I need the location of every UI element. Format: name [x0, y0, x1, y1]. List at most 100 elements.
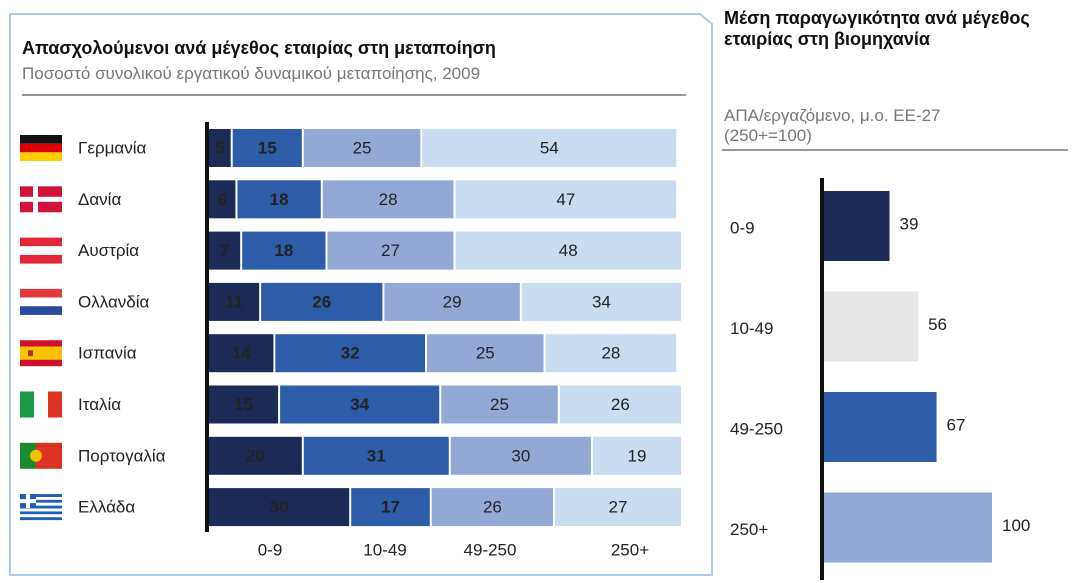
data-label: 27 [609, 498, 628, 517]
chart-title: Απασχολούμενοι ανά μέγεθος εταιρίας στη … [22, 38, 496, 58]
y-tick-label: Ελλάδα [78, 498, 135, 517]
flag-part [20, 499, 36, 504]
flag-part [48, 391, 62, 418]
data-label: 67 [947, 415, 966, 434]
bar-segment [521, 282, 681, 321]
flag-part [20, 152, 62, 161]
bar-segment [209, 231, 241, 270]
bar-segment [322, 180, 454, 219]
flag [20, 442, 62, 469]
flag-part [20, 499, 62, 503]
data-label: 17 [381, 498, 400, 517]
bar-segment [555, 488, 681, 527]
data-label: 15 [258, 138, 277, 157]
data-label: 47 [556, 190, 575, 209]
data-label: 29 [443, 292, 462, 311]
data-label: 100 [1002, 516, 1030, 535]
flag-part [20, 511, 62, 515]
bar-segment [455, 180, 677, 219]
data-label: 18 [270, 190, 289, 209]
data-label: 54 [540, 138, 559, 157]
y-tick-label: 49-250 [730, 419, 783, 438]
flag [20, 391, 62, 418]
legend-label: 0-9 [258, 540, 283, 559]
flag [20, 186, 62, 213]
y-tick-label: Γερμανία [78, 138, 147, 157]
flag [20, 135, 62, 161]
flag-part [34, 391, 48, 418]
flag-part [20, 346, 62, 360]
data-label: 26 [611, 395, 630, 414]
flag [20, 288, 62, 315]
bar [824, 191, 890, 261]
data-label: 27 [381, 241, 400, 260]
data-label: 19 [628, 446, 647, 465]
bar-segment [431, 488, 554, 527]
data-label: 26 [483, 498, 502, 517]
flag-part [20, 340, 62, 347]
y-tick-label: Αυστρία [78, 241, 139, 260]
bar-segment [209, 436, 302, 475]
data-label: 56 [928, 315, 947, 334]
data-label: 15 [234, 395, 253, 414]
data-label: 48 [559, 241, 578, 260]
data-label: 30 [270, 498, 289, 517]
bar-segment [545, 334, 677, 373]
data-label: 30 [511, 446, 530, 465]
flag-part [20, 514, 62, 518]
flag-part [20, 505, 62, 509]
chart-subtitle: Ποσοστό συνολικού εργατικού δυναμικού με… [22, 64, 481, 83]
flag-part [20, 442, 36, 469]
flag-part [20, 297, 62, 307]
flag-part [20, 517, 62, 521]
bar [824, 392, 937, 462]
data-label: 25 [490, 395, 509, 414]
bar-segment [559, 385, 681, 424]
flag [20, 340, 62, 367]
data-label: 25 [353, 138, 372, 157]
flag-part [20, 508, 62, 512]
data-label: 34 [350, 395, 369, 414]
bar [824, 291, 919, 362]
bar-segment [209, 385, 279, 424]
data-label: 28 [379, 190, 398, 209]
panel-frame [9, 13, 713, 576]
flag-part [20, 143, 62, 153]
bar-segment [209, 180, 236, 219]
bar-segment [303, 436, 449, 475]
flag-part [20, 496, 62, 500]
bar [824, 492, 992, 563]
bar-segment [427, 334, 544, 373]
data-label: 7 [220, 241, 229, 260]
bar-segment [327, 231, 454, 270]
bar-segment [450, 436, 591, 475]
y-tick-label: Ιταλία [78, 395, 121, 414]
flag-part [20, 196, 62, 202]
flag-part [20, 237, 62, 247]
bar-segment [303, 129, 421, 167]
y-tick-label: Ισπανία [78, 344, 137, 363]
legend-label: 49-250 [464, 540, 517, 559]
flag [20, 494, 62, 521]
flag-part [20, 494, 62, 497]
bar-segment [384, 282, 520, 321]
data-label: 26 [312, 292, 331, 311]
bar-segment [455, 231, 681, 270]
data-label: 20 [246, 446, 265, 465]
flag-part [20, 359, 62, 367]
flag-part [20, 288, 62, 298]
bar-segment [209, 129, 231, 167]
y-tick-label: 0-9 [730, 218, 755, 237]
data-label: 5 [215, 138, 224, 157]
bar-segment [232, 129, 302, 167]
flag-part [28, 350, 33, 357]
bar-segment [209, 282, 260, 321]
bar-segment [441, 385, 558, 424]
flag-part [20, 391, 34, 418]
data-label: 39 [900, 214, 919, 233]
bar-segment [242, 231, 326, 270]
legend-label: 10-49 [363, 540, 406, 559]
bar-segment [592, 436, 681, 475]
data-label: 18 [274, 241, 293, 260]
